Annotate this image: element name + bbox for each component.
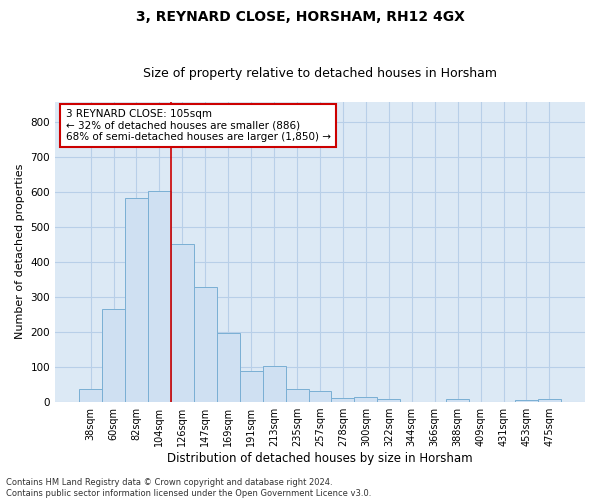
Bar bbox=[79, 389, 102, 402]
X-axis label: Distribution of detached houses by size in Horsham: Distribution of detached houses by size … bbox=[167, 452, 473, 465]
Bar bbox=[515, 400, 538, 402]
Bar bbox=[377, 398, 400, 402]
Bar bbox=[217, 333, 240, 402]
Bar bbox=[331, 398, 355, 402]
Text: 3 REYNARD CLOSE: 105sqm
← 32% of detached houses are smaller (886)
68% of semi-d: 3 REYNARD CLOSE: 105sqm ← 32% of detache… bbox=[65, 109, 331, 142]
Bar bbox=[355, 397, 377, 402]
Bar bbox=[171, 244, 194, 402]
Y-axis label: Number of detached properties: Number of detached properties bbox=[15, 164, 25, 340]
Bar bbox=[102, 310, 125, 402]
Text: Contains HM Land Registry data © Crown copyright and database right 2024.
Contai: Contains HM Land Registry data © Crown c… bbox=[6, 478, 371, 498]
Bar bbox=[125, 198, 148, 402]
Bar bbox=[286, 389, 308, 402]
Bar bbox=[148, 190, 171, 402]
Bar bbox=[240, 370, 263, 402]
Bar bbox=[194, 286, 217, 402]
Title: Size of property relative to detached houses in Horsham: Size of property relative to detached ho… bbox=[143, 66, 497, 80]
Bar bbox=[538, 400, 561, 402]
Text: 3, REYNARD CLOSE, HORSHAM, RH12 4GX: 3, REYNARD CLOSE, HORSHAM, RH12 4GX bbox=[136, 10, 464, 24]
Bar bbox=[263, 366, 286, 402]
Bar bbox=[308, 390, 331, 402]
Bar bbox=[446, 398, 469, 402]
